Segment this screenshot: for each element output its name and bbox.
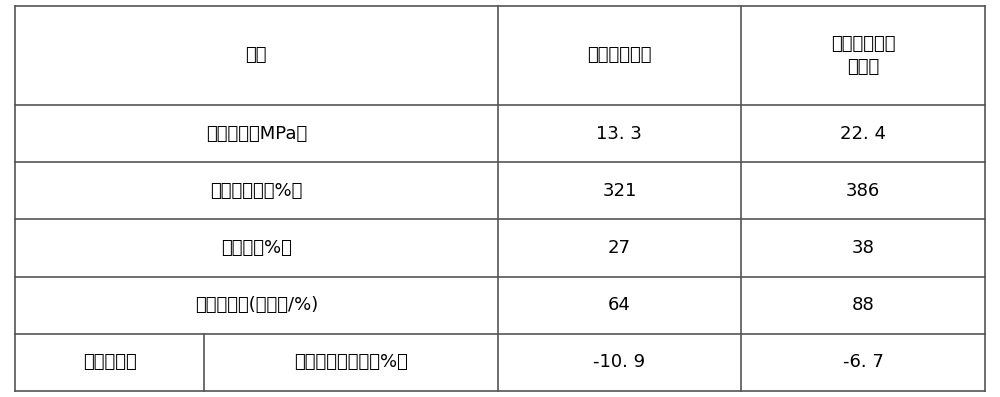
Text: 22. 4: 22. 4 bbox=[840, 125, 886, 143]
Text: 燃烧烟密度(透光率/%): 燃烧烟密度(透光率/%) bbox=[195, 296, 318, 314]
Text: 普通硬硼钙石: 普通硬硼钙石 bbox=[587, 46, 652, 64]
Text: 38: 38 bbox=[852, 239, 875, 257]
Text: 27: 27 bbox=[608, 239, 631, 257]
Text: 13. 3: 13. 3 bbox=[596, 125, 642, 143]
Text: 热老化试验: 热老化试验 bbox=[83, 353, 136, 372]
Text: 断裂伸长率（%）: 断裂伸长率（%） bbox=[210, 182, 302, 200]
Text: 本发明改性硬
硼钙石: 本发明改性硬 硼钙石 bbox=[831, 35, 895, 76]
Text: 氧指数（%）: 氧指数（%） bbox=[221, 239, 292, 257]
Text: -10. 9: -10. 9 bbox=[593, 353, 645, 372]
Text: 拉伸强度（MPa）: 拉伸强度（MPa） bbox=[206, 125, 307, 143]
Text: -6. 7: -6. 7 bbox=[843, 353, 884, 372]
Text: 386: 386 bbox=[846, 182, 880, 200]
Text: 321: 321 bbox=[602, 182, 637, 200]
Text: 88: 88 bbox=[852, 296, 875, 314]
Text: 64: 64 bbox=[608, 296, 631, 314]
Text: 项目: 项目 bbox=[246, 46, 267, 64]
Text: 拉伸强度变化率（%）: 拉伸强度变化率（%） bbox=[294, 353, 408, 372]
